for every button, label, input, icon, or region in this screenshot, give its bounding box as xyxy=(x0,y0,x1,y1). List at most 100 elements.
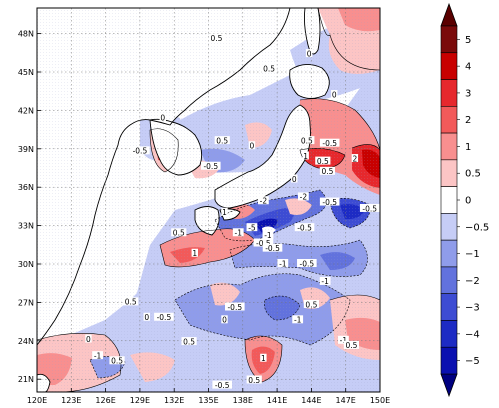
contour-label: 0 xyxy=(160,113,165,122)
colorbar-bottom-arrow xyxy=(440,373,458,398)
contour-label-bg xyxy=(221,207,228,216)
contour-label: -1 xyxy=(321,277,329,286)
contour-line xyxy=(329,294,380,301)
contour-label-bg xyxy=(292,315,304,324)
sakhalin-coastline xyxy=(303,8,321,55)
contour-label-bg xyxy=(299,136,315,145)
contour-label: 0.5 xyxy=(125,298,137,307)
contour-label: 0.5 xyxy=(211,34,223,43)
contour-label: -0.5 xyxy=(300,259,315,268)
contour-label: -2 xyxy=(300,193,308,202)
contour-label-bg xyxy=(232,228,244,237)
contour-label: -1 xyxy=(94,351,102,360)
contour-label-bg xyxy=(338,335,349,344)
x-tick-label: 123E xyxy=(61,396,81,405)
contour-label: 0.5 xyxy=(301,136,313,145)
colorbar-label: 3 xyxy=(465,88,471,99)
contour-label: 0 xyxy=(292,175,297,184)
contour-label: -0.5 xyxy=(215,381,230,390)
contour-line xyxy=(299,148,346,169)
colorbar-label: 4 xyxy=(465,62,471,73)
colorbar-swatch xyxy=(440,25,458,54)
longitude-axis: 120E 123E 126E 129E 132E 135E 138E 141E 144E 147E… xyxy=(27,388,390,405)
contour-line xyxy=(317,8,380,71)
contour-label: -0.5 xyxy=(157,313,172,322)
contour-label: -1 xyxy=(340,336,348,345)
contour-label-bg xyxy=(159,113,166,122)
colorbar-label: −2 xyxy=(465,276,480,287)
contour-label: 1 xyxy=(222,208,227,217)
contour-label-bg xyxy=(277,259,289,267)
y-tick-label: 27N xyxy=(18,298,34,307)
contour-label-bg xyxy=(154,312,174,321)
y-tick-label: 42N xyxy=(18,106,34,115)
y-tick-label: 30N xyxy=(18,260,34,269)
contour-label-bg xyxy=(212,380,233,389)
contour-line xyxy=(149,128,179,173)
contour-label-bg xyxy=(319,138,340,147)
contour-label: -1 xyxy=(294,316,302,325)
contour-label: 2 xyxy=(352,154,357,163)
contour-label-bg xyxy=(253,238,274,247)
contour-label: 1 xyxy=(261,354,266,363)
graticule xyxy=(37,8,380,392)
contour-label-bg xyxy=(315,156,331,165)
colorbar-label: −4 xyxy=(465,329,480,340)
contour-label-bg xyxy=(130,146,150,155)
taiwan-coastline xyxy=(37,373,51,392)
colorbar-swatch xyxy=(440,239,458,268)
colorbar-label: 0.5 xyxy=(465,169,481,180)
contour-label: 0.5 xyxy=(263,65,275,74)
contour-label: -5 xyxy=(248,223,256,232)
contour-label: -1 xyxy=(234,229,242,238)
contour-label-bg xyxy=(294,223,315,232)
contour-label-bg xyxy=(143,312,150,321)
colorbar-swatch xyxy=(440,132,458,161)
contour-label: 0 xyxy=(86,335,91,344)
contour-label: 0 xyxy=(144,313,149,322)
contour-label-bg xyxy=(92,351,103,360)
x-tick-label: 132E xyxy=(164,396,184,405)
contour-label-bg xyxy=(257,196,269,205)
colorbar-swatch xyxy=(440,213,458,241)
x-tick-label: 120E xyxy=(27,396,47,405)
contour-label: 0.5 xyxy=(345,341,357,350)
contour-label: -2 xyxy=(260,197,268,206)
contour-label: 0.5 xyxy=(248,376,260,385)
contour-label: -0.5 xyxy=(297,223,312,232)
contour-line xyxy=(37,333,122,392)
contour-label-bg xyxy=(260,353,267,362)
contour-line xyxy=(329,198,371,229)
colorbar-swatch xyxy=(440,293,458,321)
colorbar-swatch xyxy=(440,52,458,80)
x-tick-label: 138E xyxy=(233,396,253,405)
contour-label-bg xyxy=(302,151,309,160)
contour-label: 0.5 xyxy=(183,337,195,346)
contour-label-bg xyxy=(214,136,230,145)
y-tick-label: 24N xyxy=(18,337,34,346)
colorbar-label: −0.5 xyxy=(465,222,489,233)
contour-label: -1 xyxy=(264,231,272,240)
contour-label-bg xyxy=(246,375,262,384)
y-tick-label: 45N xyxy=(18,68,34,77)
contour-label-bg xyxy=(248,141,256,150)
y-tick-label: 48N xyxy=(18,30,34,39)
contour-label-bg xyxy=(224,302,245,311)
contour-label-bg xyxy=(303,299,319,308)
contour-label-bg xyxy=(200,161,221,170)
contour-label: -0.5 xyxy=(362,204,377,213)
contour-line xyxy=(351,144,380,151)
y-tick-label: 36N xyxy=(18,183,34,192)
contour-label: -0.5 xyxy=(322,139,337,148)
contour-label: 0.5 xyxy=(321,167,333,176)
contour-label-bg xyxy=(343,340,360,349)
x-tick-label: 135E xyxy=(198,396,218,405)
x-tick-label: 144E xyxy=(301,396,321,405)
contour-label-bg xyxy=(291,174,298,183)
y-tick-label: 39N xyxy=(18,145,34,154)
contour-label: 0.5 xyxy=(317,157,329,166)
contour-label-bg xyxy=(123,297,139,306)
